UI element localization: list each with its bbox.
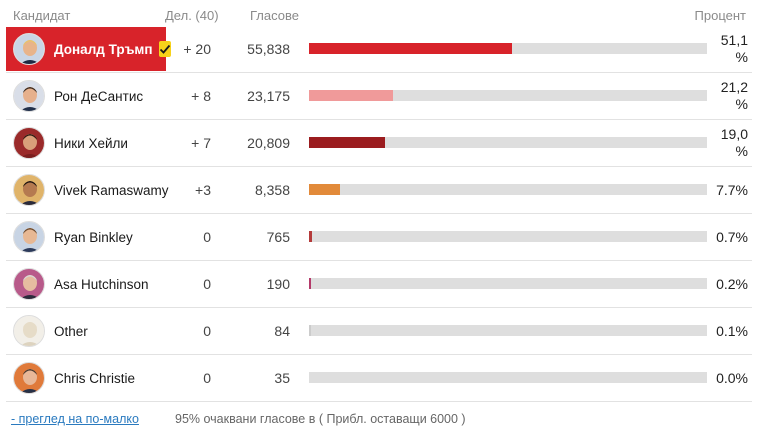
candidate-name: Рон ДеСантис (54, 88, 144, 104)
vote-share-bar (309, 184, 707, 195)
percent-value: 0.0% (716, 369, 748, 386)
candidate-row: Рон ДеСантис + 8 23,175 21,2 % (6, 73, 752, 120)
candidate-avatar (13, 80, 45, 112)
candidate-row: Доналд Тръмп + 20 55,838 51,1 % (6, 26, 752, 73)
candidate-cell: Ники Хейли (6, 120, 166, 166)
vote-share-fill (309, 184, 340, 195)
vote-share-fill (309, 325, 311, 336)
candidate-row: Ники Хейли + 7 20,809 19,0 % (6, 120, 752, 167)
candidate-avatar (13, 174, 45, 206)
candidate-name: Ryan Binkley (54, 229, 133, 245)
delegates-value: 0 (203, 276, 211, 292)
candidate-name: Ники Хейли (54, 135, 128, 151)
results-table-header: Кандидат Дел. (40) Гласове Процент (0, 0, 768, 26)
vote-share-fill (309, 137, 385, 148)
candidate-row: Vivek Ramaswamy +3 8,358 7.7% (6, 167, 752, 214)
delegates-value: + 7 (191, 135, 211, 151)
votes-value: 35 (274, 370, 290, 386)
candidate-avatar (13, 127, 45, 159)
votes-reported-note: 95% очаквани гласове в ( Прибл. оставащи… (175, 412, 466, 426)
vote-share-fill (309, 278, 311, 289)
candidate-row: Other 0 84 0.1% (6, 308, 752, 355)
header-votes: Гласове (250, 8, 299, 23)
delegates-value: + 20 (183, 41, 211, 57)
candidate-cell: Vivek Ramaswamy (6, 167, 169, 213)
candidate-name: Vivek Ramaswamy (54, 182, 169, 198)
vote-share-bar (309, 325, 707, 336)
votes-value: 23,175 (247, 88, 290, 104)
votes-value: 190 (266, 276, 290, 292)
vote-share-fill (309, 231, 312, 242)
vote-share-bar (309, 372, 707, 383)
percent-value: 0.2% (716, 275, 748, 292)
vote-share-bar (309, 43, 707, 54)
results-footer: - преглед на по-малко 95% очаквани гласо… (11, 412, 751, 426)
vote-share-bar (309, 137, 707, 148)
candidate-cell: Рон ДеСантис (6, 73, 166, 119)
header-percent: Процент (694, 8, 746, 23)
show-less-link[interactable]: - преглед на по-малко (11, 412, 139, 426)
votes-value: 55,838 (247, 41, 290, 57)
percent-value: 21,2 % (720, 79, 748, 112)
candidate-avatar (13, 362, 45, 394)
percent-value: 7.7% (716, 181, 748, 198)
candidate-name: Other (54, 323, 88, 339)
vote-share-bar (309, 278, 707, 289)
percent-value: 19,0 % (720, 126, 748, 159)
header-candidate: Кандидат (13, 8, 71, 23)
votes-value: 84 (274, 323, 290, 339)
candidate-name: Asa Hutchinson (54, 276, 149, 292)
percent-value: 0.1% (716, 322, 748, 339)
delegates-value: +3 (195, 182, 211, 198)
check-icon (158, 41, 171, 57)
candidate-row: Asa Hutchinson 0 190 0.2% (6, 261, 752, 308)
candidate-avatar (13, 33, 45, 65)
percent-value: 0.7% (716, 228, 748, 245)
candidate-row: Chris Christie 0 35 0.0% (6, 355, 752, 402)
votes-value: 8,358 (254, 182, 290, 198)
candidate-cell: Asa Hutchinson (6, 261, 166, 307)
vote-share-bar (309, 90, 707, 101)
vote-share-fill (309, 43, 513, 54)
candidate-cell: Other (6, 308, 166, 354)
vote-share-bar (309, 231, 707, 242)
candidate-avatar (13, 221, 45, 253)
candidate-cell: Доналд Тръмп (6, 27, 171, 71)
percent-value: 51,1 % (720, 32, 748, 65)
votes-value: 765 (266, 229, 290, 245)
delegates-value: + 8 (191, 88, 211, 104)
candidate-cell: Ryan Binkley (6, 214, 166, 260)
candidate-name: Доналд Тръмп (54, 41, 153, 57)
delegates-value: 0 (203, 229, 211, 245)
candidate-name: Chris Christie (54, 370, 136, 386)
candidate-row: Ryan Binkley 0 765 0.7% (6, 214, 752, 261)
candidate-avatar (13, 315, 45, 347)
delegates-value: 0 (203, 323, 211, 339)
delegates-value: 0 (203, 370, 211, 386)
candidate-cell: Chris Christie (6, 355, 166, 401)
votes-value: 20,809 (247, 135, 290, 151)
header-delegates: Дел. (40) (165, 8, 219, 23)
candidate-avatar (13, 268, 45, 300)
vote-share-fill (309, 90, 394, 101)
